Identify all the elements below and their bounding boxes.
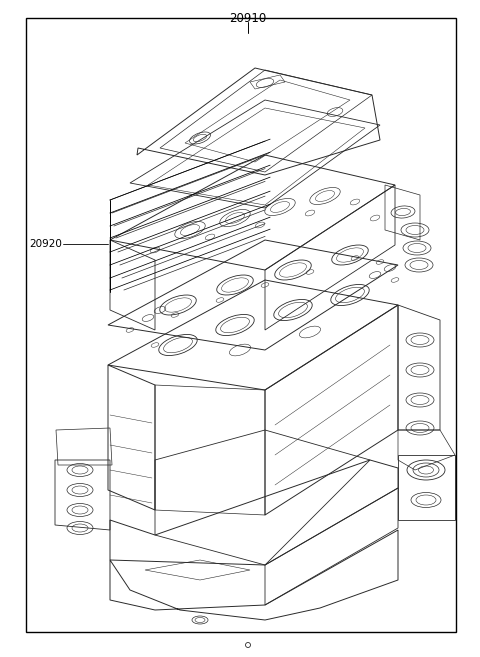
Text: 20910: 20910 [229,12,266,25]
Bar [26,18,456,632]
Text: 20920: 20920 [29,239,62,249]
